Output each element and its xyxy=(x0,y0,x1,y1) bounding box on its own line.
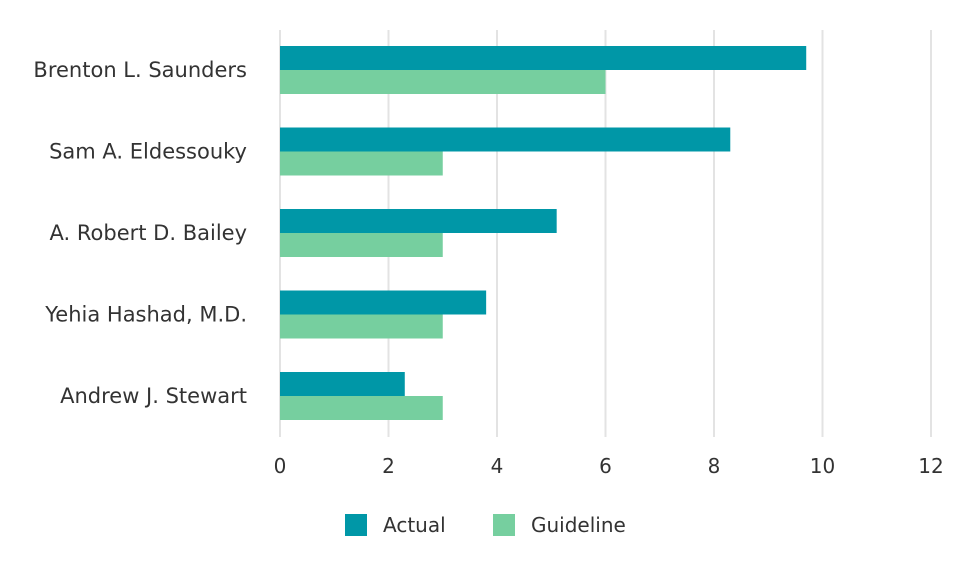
x-tick-label: 2 xyxy=(382,454,395,478)
x-tick-label: 4 xyxy=(491,454,504,478)
x-tick-label: 8 xyxy=(708,454,721,478)
bar-actual-2 xyxy=(280,127,731,152)
legend-label-guideline: Guideline xyxy=(531,513,626,537)
x-axis-ticks: 0 2 4 6 8 10 12 xyxy=(274,454,944,478)
bar-guideline-2 xyxy=(280,151,443,176)
category-label: Sam A. Eldessouky xyxy=(49,140,247,164)
gridlines xyxy=(279,30,932,437)
legend-label-actual: Actual xyxy=(383,513,446,537)
legend: Actual Guideline xyxy=(345,513,626,537)
legend-swatch-guideline xyxy=(493,514,515,536)
category-label: Brenton L. Saunders xyxy=(33,58,247,82)
bar-actual-1 xyxy=(280,46,807,70)
x-tick-label: 6 xyxy=(599,454,612,478)
bars xyxy=(280,46,807,420)
category-label: Andrew J. Stewart xyxy=(60,384,247,408)
bar-guideline-1 xyxy=(280,70,606,94)
bar-guideline-5 xyxy=(280,396,443,420)
bar-guideline-3 xyxy=(280,233,443,257)
category-labels: Brenton L. Saunders Sam A. Eldessouky A. R… xyxy=(33,58,247,408)
x-tick-label: 10 xyxy=(810,454,835,478)
legend-swatch-actual xyxy=(345,514,367,536)
category-label: Yehia Hashad, M.D. xyxy=(44,303,247,327)
bar-guideline-4 xyxy=(280,314,443,339)
category-label: A. Robert D. Bailey xyxy=(50,221,247,245)
bar-actual-3 xyxy=(280,209,557,233)
bar-actual-5 xyxy=(280,372,405,396)
x-tick-label: 12 xyxy=(918,454,943,478)
x-tick-label: 0 xyxy=(274,454,287,478)
bar-actual-4 xyxy=(280,290,487,315)
